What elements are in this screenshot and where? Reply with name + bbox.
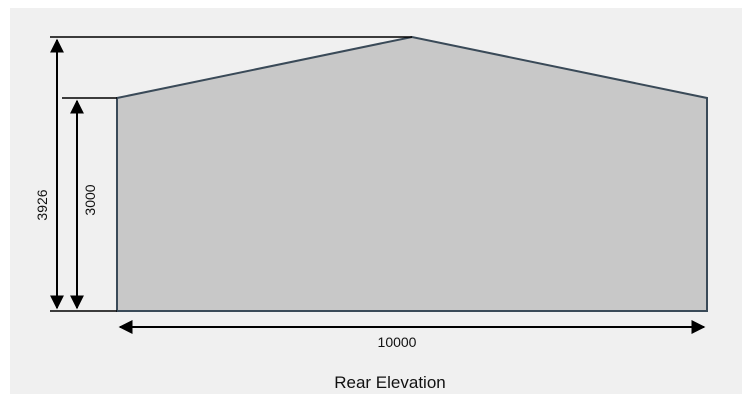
building-outline: [116, 35, 708, 312]
overall-height-label: 3926: [34, 189, 50, 220]
eave-height-label: 3000: [82, 184, 98, 215]
width-label: 10000: [378, 334, 417, 350]
drawing-title: Rear Elevation: [334, 373, 446, 392]
